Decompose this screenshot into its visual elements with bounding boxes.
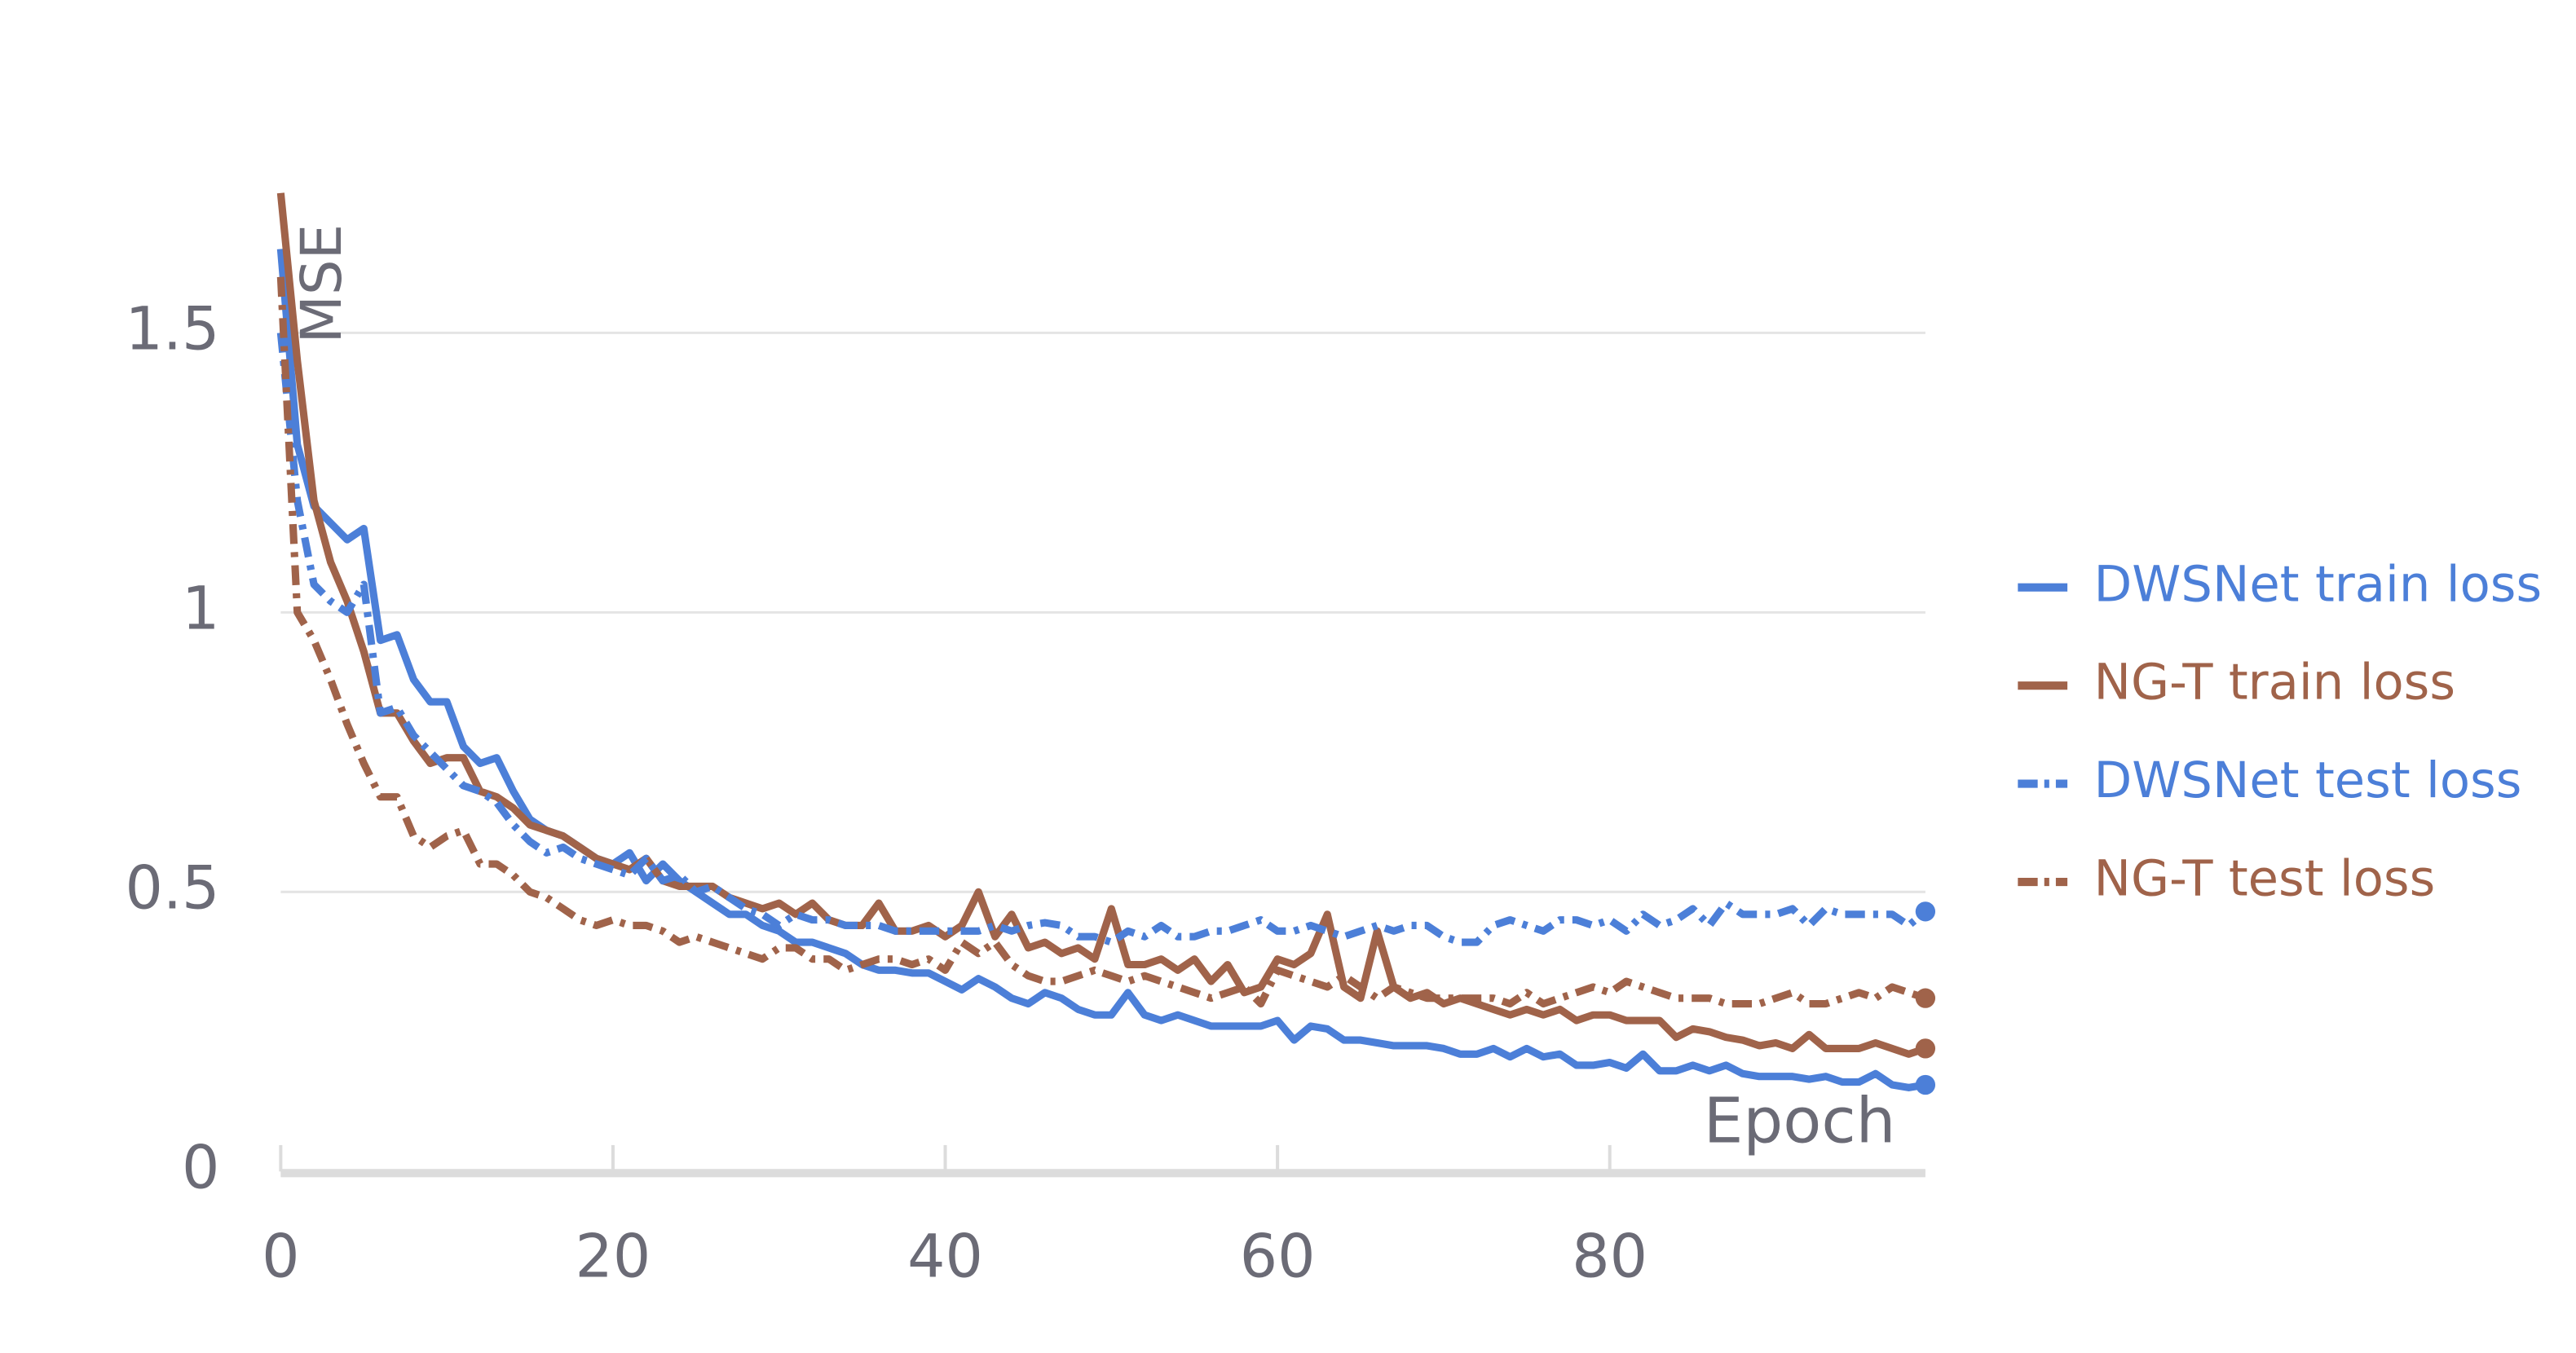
y-tick-label: 0.5 bbox=[125, 853, 219, 923]
x-tick-label: 20 bbox=[576, 1223, 651, 1292]
y-tick-label: 1.5 bbox=[125, 294, 219, 364]
plot: 0 0.5 1 1.5 0 20 40 60 80 DWSNet train loss NG-T t… bbox=[125, 192, 2543, 1292]
legend-label: NG-T train loss bbox=[2094, 654, 2455, 712]
legend-label: DWSNet test loss bbox=[2094, 752, 2522, 809]
end-marker bbox=[1915, 1038, 1936, 1059]
x-tick-label: 80 bbox=[1572, 1223, 1647, 1292]
x-tick-label: 60 bbox=[1240, 1223, 1316, 1292]
y-tick-label: 0 bbox=[182, 1133, 219, 1202]
legend-label: DWSNet train loss bbox=[2094, 556, 2543, 613]
series-line bbox=[276, 276, 1927, 1008]
end-marker bbox=[1915, 901, 1936, 922]
x-tick-label: 40 bbox=[907, 1223, 983, 1292]
y-tick-label: 1 bbox=[182, 574, 219, 643]
end-marker bbox=[1915, 988, 1936, 1008]
x-tick-label: 0 bbox=[262, 1223, 299, 1292]
x-axis-title: Epoch bbox=[1704, 1086, 1896, 1158]
series-line bbox=[276, 192, 1927, 1058]
end-marker bbox=[1915, 1074, 1936, 1095]
series-line bbox=[276, 249, 1926, 1091]
series-line bbox=[276, 332, 1928, 946]
legend-label: NG-T test loss bbox=[2094, 851, 2436, 908]
y-axis-title: MSE bbox=[289, 224, 355, 344]
